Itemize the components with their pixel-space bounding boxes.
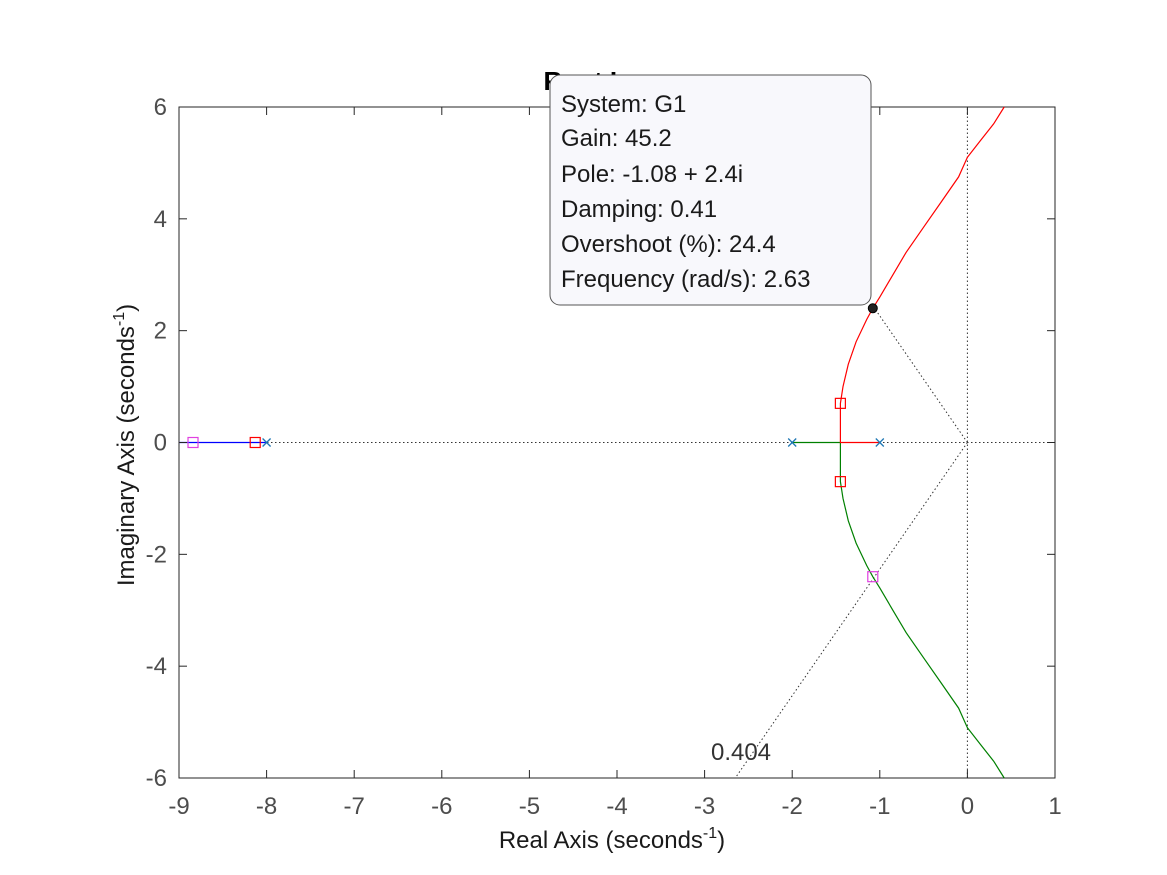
- data-tip-box: [549, 74, 872, 306]
- pole-cross-stroke: [875, 438, 885, 447]
- locus-branches: [179, 106, 1005, 779]
- x-tick-label: -5: [519, 793, 540, 820]
- damping-label: 0.404: [711, 739, 771, 766]
- x-axis-label: Real Axis (seconds-1): [499, 825, 725, 854]
- pole-cross-stroke: [262, 438, 272, 447]
- data-tip-pole: Pole: -1.08 + 2.4i: [561, 161, 743, 188]
- x-tick-label: -8: [256, 793, 277, 820]
- markers: [187, 303, 885, 583]
- x-tick-label: -2: [782, 793, 803, 820]
- y-tick-label: 4: [154, 206, 167, 233]
- locus-branch-2: [792, 441, 1005, 779]
- pole-cross-stroke: [787, 438, 797, 447]
- axis-ticks: -9 -8 -7 -6 -5 -4 -3 -2 -1 0 1 -6 -4 -2 0 2 4 6: [146, 94, 1062, 820]
- x-tick-label: -4: [606, 793, 627, 820]
- y-tick-label: 2: [154, 318, 167, 345]
- data-tip-overshoot: Overshoot (%): 24.4: [561, 231, 776, 258]
- data-tip[interactable]: System: G1 Gain: 45.2 Pole: -1.08 + 2.4i…: [549, 74, 872, 306]
- data-tip-frequency: Frequency (rad/s): 2.63: [561, 266, 810, 293]
- y-tick-label: 6: [154, 94, 167, 121]
- locus-branch-3: [839, 106, 1005, 444]
- open-loop-pole-marker: [875, 438, 885, 447]
- data-tip-system: System: G1: [561, 91, 686, 118]
- data-tip-damping: Damping: 0.41: [561, 196, 717, 223]
- data-tip-gain: Gain: 45.2: [561, 125, 672, 152]
- x-tick-label: -1: [869, 793, 890, 820]
- y-tick-label: -6: [146, 765, 167, 792]
- x-tick-label: 1: [1048, 793, 1061, 820]
- closed-loop-pole-marker: [249, 436, 261, 449]
- open-loop-pole-marker: [787, 438, 797, 447]
- y-tick-label: -4: [146, 653, 167, 680]
- x-tick-label: -3: [694, 793, 715, 820]
- closed-loop-pole-marker: [834, 397, 846, 409]
- x-tick-label: -6: [431, 793, 452, 820]
- x-tick-label: 0: [961, 793, 974, 820]
- x-tick-label: -7: [344, 793, 365, 820]
- selected-pole-dot[interactable]: [867, 303, 878, 314]
- x-tick-label: -9: [168, 793, 189, 820]
- open-loop-pole-marker: [262, 438, 272, 447]
- closed-loop-pole-marker: [867, 571, 879, 583]
- y-tick-label: -2: [146, 541, 167, 568]
- closed-loop-pole-marker: [187, 436, 199, 449]
- closed-loop-pole-marker: [834, 476, 846, 488]
- y-axis-label: Imaginary Axis (seconds-1): [111, 304, 140, 586]
- y-tick-label: 0: [154, 430, 167, 457]
